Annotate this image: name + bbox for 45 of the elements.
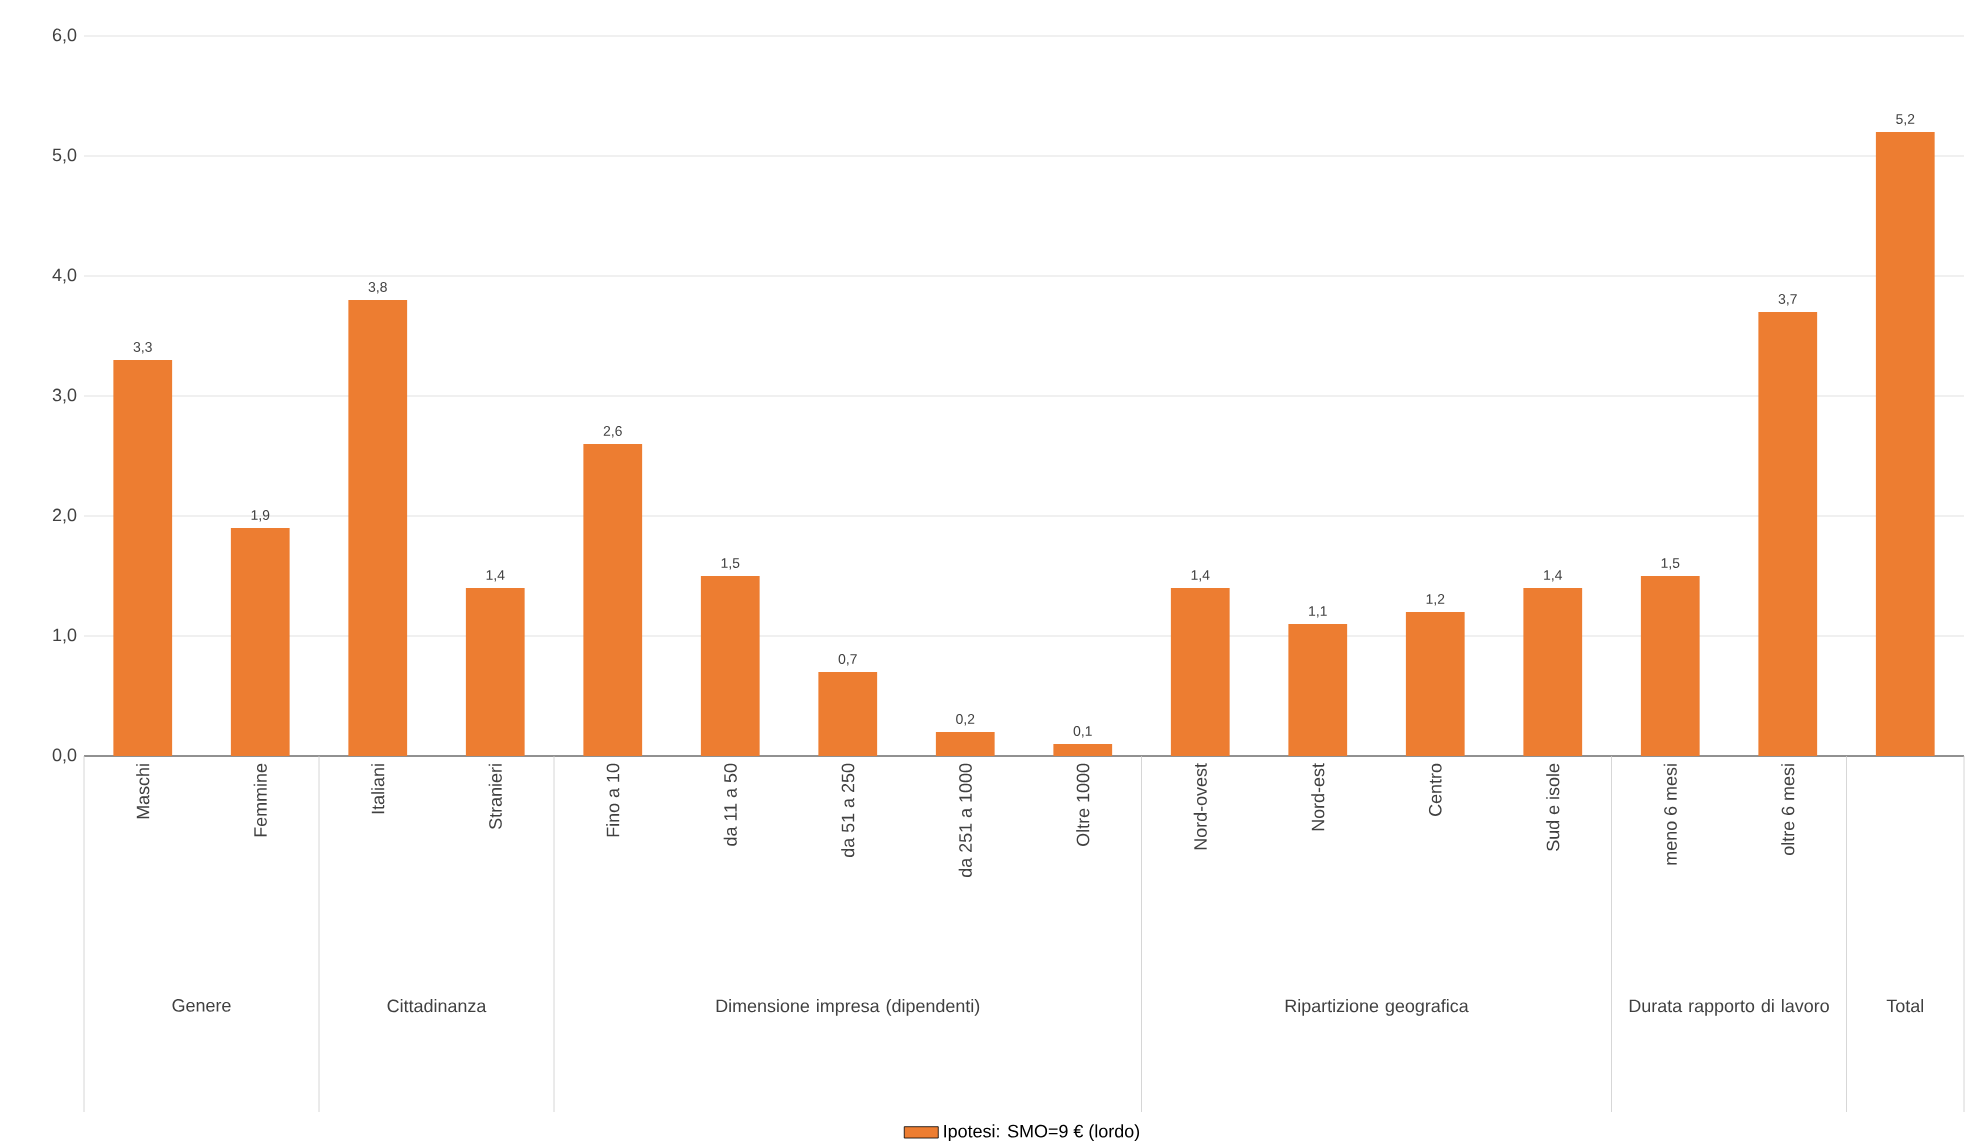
x-tick-label: da 251 a 1000	[958, 763, 972, 877]
x-tick-label: meno 6 mesi	[1663, 764, 1677, 865]
bar	[113, 359, 173, 756]
bar	[465, 588, 525, 756]
bar	[1640, 576, 1700, 756]
y-tick-label: 1,0	[53, 628, 77, 644]
text: Ripartizione geografica	[1285, 999, 1469, 1016]
x-tick-label: da 51 a 250	[841, 763, 855, 858]
x-tick-label: Stranieri	[488, 764, 502, 829]
bar	[1523, 588, 1583, 756]
legend-label: Ipotesi: SMO=9 € (lordo)	[944, 1124, 1140, 1142]
x-tick-label: Oltre 1000	[1076, 763, 1090, 846]
bar	[1875, 131, 1935, 756]
bar	[583, 444, 643, 756]
x-tick-label: oltre 6 mesi	[1781, 764, 1795, 855]
bar	[348, 299, 408, 756]
text: Durata rapporto di lavoro	[1629, 999, 1829, 1016]
y-tick-label: 6,0	[52, 28, 77, 44]
y-tick-label: 5,0	[52, 148, 77, 164]
bar	[818, 672, 878, 756]
y-tick-label: 2,0	[52, 508, 77, 524]
bar	[1405, 612, 1465, 756]
bar	[935, 732, 995, 756]
text: Total	[1886, 999, 1924, 1013]
x-tick-label: Sud e isole	[1546, 763, 1560, 851]
y-tick-label: 0,0	[52, 748, 77, 764]
x-tick-label: Italiani	[371, 764, 385, 814]
text: Cittadinanza	[387, 999, 487, 1013]
y-tick-label: 4,0	[52, 268, 77, 284]
x-tick-label: Femmine	[253, 763, 267, 837]
x-tick-label: da 11 a 50	[723, 763, 737, 846]
bar	[1758, 311, 1818, 756]
bar	[1170, 588, 1230, 756]
y-tick-label: 3,0	[52, 388, 77, 404]
x-tick-label: Nord-est	[1311, 763, 1325, 831]
bar	[230, 528, 290, 756]
text: Genere	[172, 999, 231, 1012]
x-tick-label: Nord-ovest	[1193, 763, 1207, 850]
x-tick-label: Centro	[1428, 763, 1442, 816]
bar	[700, 576, 760, 756]
x-tick-label: Fino a 10	[606, 763, 620, 837]
bar	[1288, 624, 1348, 756]
bar	[1053, 744, 1113, 756]
x-tick-label: Maschi	[136, 764, 150, 819]
text: Dimensione impresa (dipendenti)	[716, 999, 980, 1016]
